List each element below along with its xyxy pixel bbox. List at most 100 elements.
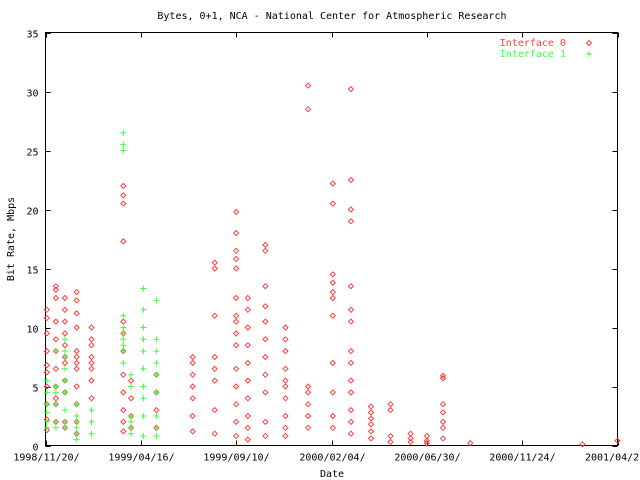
data-point xyxy=(128,424,135,431)
data-point xyxy=(262,336,269,343)
data-point xyxy=(128,413,135,419)
data-point xyxy=(282,377,289,384)
data-point xyxy=(232,418,240,426)
data-point xyxy=(61,330,69,337)
data-point xyxy=(304,105,312,113)
data-point xyxy=(61,306,69,314)
data-point xyxy=(120,406,127,414)
data-point xyxy=(120,238,127,245)
data-point xyxy=(61,418,68,425)
data-point xyxy=(347,389,355,396)
data-point xyxy=(61,377,68,384)
data-point xyxy=(282,347,289,355)
data-point xyxy=(329,389,337,396)
data-point xyxy=(140,324,147,331)
data-point xyxy=(367,409,375,416)
data-point xyxy=(140,348,147,355)
data-point xyxy=(211,353,218,361)
data-point xyxy=(88,353,95,361)
data-point xyxy=(407,438,414,446)
data-point xyxy=(140,413,147,419)
data-point xyxy=(52,294,60,302)
data-point xyxy=(282,424,289,432)
data-point xyxy=(329,271,337,278)
y-tick-label: 25 xyxy=(26,148,38,159)
data-point xyxy=(153,424,160,431)
data-point xyxy=(153,371,160,378)
data-point xyxy=(244,306,252,314)
data-point xyxy=(52,383,59,390)
data-point xyxy=(73,324,80,331)
data-point xyxy=(120,192,127,199)
x-tick-label: 2000/11/24/ xyxy=(489,453,555,464)
data-point xyxy=(88,377,95,384)
y-tick-label: 10 xyxy=(26,325,38,336)
data-point xyxy=(232,247,240,255)
data-point xyxy=(73,365,80,373)
data-point xyxy=(128,383,135,390)
data-point xyxy=(43,369,51,376)
data-point xyxy=(282,324,289,331)
data-point xyxy=(88,324,95,331)
data-point xyxy=(73,359,80,367)
data-point xyxy=(439,435,447,442)
x-tick-label: 2001/04/2 xyxy=(585,453,639,464)
data-point xyxy=(52,424,59,431)
data-point xyxy=(189,359,196,367)
data-point xyxy=(88,336,95,343)
data-point xyxy=(282,365,289,373)
data-point xyxy=(347,418,355,426)
data-point xyxy=(347,347,355,355)
data-point xyxy=(232,365,240,373)
data-point xyxy=(120,371,127,378)
data-point xyxy=(467,439,474,447)
data-point xyxy=(262,418,269,426)
data-point xyxy=(73,347,80,355)
data-point xyxy=(423,437,431,444)
data-point xyxy=(52,401,59,408)
data-point xyxy=(232,229,240,237)
y-tick-label: 5 xyxy=(32,384,38,395)
data-point xyxy=(153,389,160,396)
data-point xyxy=(128,418,135,425)
data-point xyxy=(120,359,127,366)
plot-frame xyxy=(45,32,618,446)
data-point xyxy=(282,383,289,390)
data-point xyxy=(61,389,68,396)
data-point xyxy=(262,282,269,290)
y-axis: 0 5 10 15 20 25 30 35 xyxy=(26,30,618,454)
data-point xyxy=(73,401,80,408)
data-point xyxy=(88,430,95,437)
data-point xyxy=(140,285,147,292)
data-point xyxy=(367,415,375,422)
data-point xyxy=(423,439,431,447)
data-point xyxy=(282,432,289,440)
chart-title: Bytes, 0+1, NCA - National Center for At… xyxy=(157,11,506,22)
data-point xyxy=(304,389,312,396)
data-point xyxy=(153,406,160,414)
data-point xyxy=(43,426,51,434)
data-point xyxy=(232,265,240,272)
legend-marker xyxy=(586,51,592,57)
data-point xyxy=(232,330,240,337)
data-point xyxy=(262,318,269,325)
data-point xyxy=(43,389,50,396)
data-point xyxy=(153,413,160,419)
data-point xyxy=(73,383,80,390)
data-point xyxy=(387,400,394,408)
x-axis-label: Date xyxy=(320,469,344,480)
data-point xyxy=(347,306,355,314)
data-point xyxy=(244,294,252,302)
data-point xyxy=(282,336,289,343)
data-point xyxy=(304,82,312,89)
data-point xyxy=(262,371,269,378)
data-point xyxy=(61,341,69,349)
data-point xyxy=(232,383,240,390)
data-point xyxy=(73,297,80,304)
data-point xyxy=(232,432,240,440)
data-point xyxy=(120,182,127,190)
legend-label: Interface 0 xyxy=(500,38,566,49)
data-point xyxy=(329,279,337,286)
data-point xyxy=(189,371,196,378)
